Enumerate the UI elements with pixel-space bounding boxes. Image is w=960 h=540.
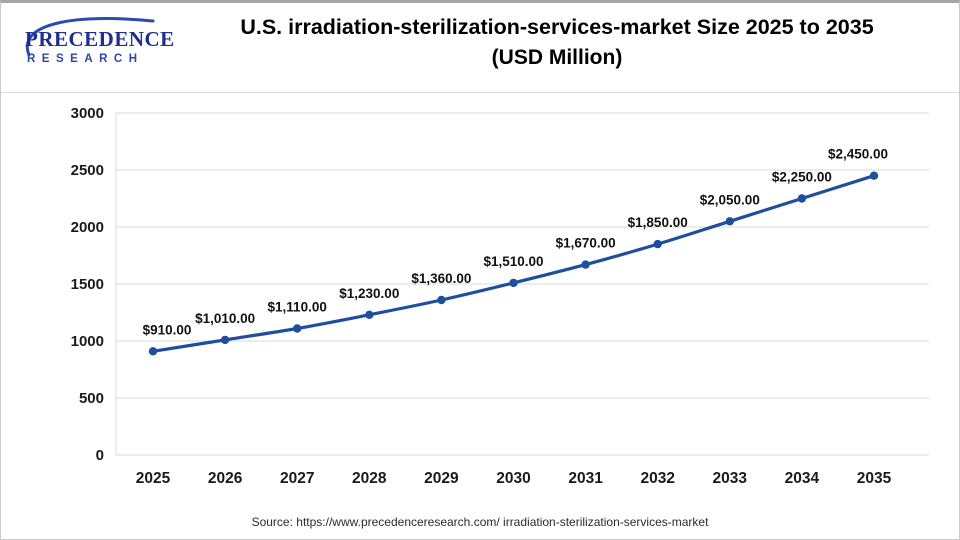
data-point-label: $1,010.00 (195, 311, 255, 326)
data-point-label: $1,110.00 (268, 300, 327, 315)
logo-subname-text: RESEARCH (27, 53, 144, 65)
x-axis-tick-label: 2025 (136, 470, 171, 487)
data-point-marker (148, 347, 158, 356)
chart-header: PRECEDENCE RESEARCH U.S. irradiation-ste… (1, 3, 959, 93)
data-point-marker (293, 324, 302, 333)
data-point-marker (725, 217, 734, 226)
y-axis-tick-label: 3000 (71, 105, 104, 122)
y-axis-tick-label: 500 (79, 390, 104, 407)
data-point-label: $2,250.00 (772, 170, 832, 185)
data-point-label: $1,360.00 (411, 271, 471, 286)
data-point-label: $910.00 (143, 322, 192, 337)
y-axis-tick-label: 1500 (71, 276, 104, 293)
data-point-marker (581, 260, 590, 269)
data-point-marker (220, 335, 230, 345)
data-point-marker (653, 239, 662, 249)
data-point-marker (797, 194, 807, 203)
chart-title: U.S. irradiation-sterilization-services-… (161, 15, 953, 70)
x-axis-tick-label: 2029 (424, 470, 459, 487)
x-axis-tick-label: 2031 (568, 470, 603, 487)
data-point-label: $1,230.00 (339, 286, 399, 301)
x-axis-tick-label: 2027 (280, 470, 314, 487)
x-axis-tick-label: 2035 (857, 470, 892, 487)
data-point-label: $1,670.00 (556, 236, 616, 251)
logo-swoosh-icon (25, 17, 155, 57)
x-axis-tick-label: 2034 (785, 470, 820, 487)
logo-name-text: PRECEDENCE (25, 27, 175, 51)
data-point-label: $2,450.00 (828, 147, 888, 162)
data-point-label: $1,850.00 (628, 215, 688, 230)
y-axis-tick-label: 1000 (71, 333, 104, 350)
x-axis-tick-label: 2030 (496, 470, 530, 487)
data-point-marker (437, 295, 446, 305)
y-axis-tick-label: 0 (96, 447, 104, 464)
data-point-marker (509, 278, 518, 288)
data-point-label: $2,050.00 (700, 192, 760, 207)
precedence-research-logo: PRECEDENCE RESEARCH (17, 11, 187, 83)
x-axis-tick-label: 2028 (352, 470, 387, 487)
y-axis-tick-label: 2500 (71, 162, 104, 179)
line-chart: 0 500 1000 1500 2000 2500 3000 2025 2026 2027 2028… (71, 105, 929, 487)
x-axis-tick-label: 2033 (713, 470, 748, 487)
x-axis-tick-label: 2032 (640, 470, 674, 487)
source-text: Source: https://www.precedenceresearch.c… (251, 515, 709, 529)
chart-title-line1: U.S. irradiation-sterilization-services-… (240, 15, 874, 39)
y-axis-tick-label: 2000 (71, 219, 104, 236)
data-point-marker (365, 310, 374, 319)
data-point-marker (869, 171, 879, 180)
chart-title-line2: (USD Million) (491, 46, 623, 69)
x-axis-tick-label: 2026 (208, 470, 243, 487)
data-point-label: $1,510.00 (483, 254, 543, 269)
